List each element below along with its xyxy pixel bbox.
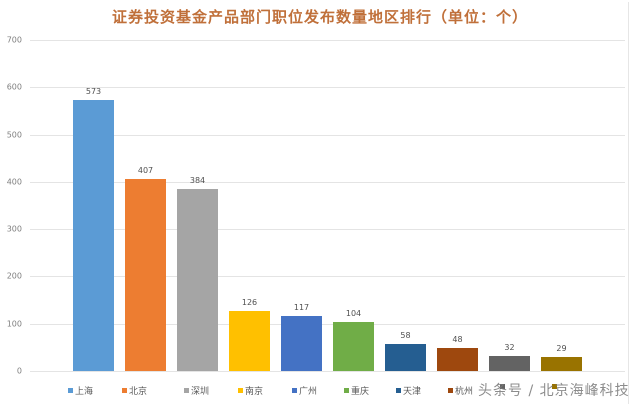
legend-item: 上海: [68, 384, 93, 397]
legend-label: 深圳: [191, 387, 210, 397]
watermark: 头条号 / 北京海峰科技: [478, 383, 630, 399]
data-label: 384: [189, 176, 206, 186]
legend-label: 天津: [403, 387, 422, 397]
legend-swatch-icon: [552, 384, 557, 389]
gridline: [30, 40, 625, 41]
legend-swatch-icon: [238, 388, 243, 393]
legend-item: 北京: [122, 384, 147, 397]
legend-label: 南京: [245, 387, 264, 397]
chart-title: 证券投资基金产品部门职位发布数量地区排行（单位：个）: [111, 8, 528, 26]
y-tick-label: 500: [6, 130, 22, 140]
y-tick-label: 600: [6, 82, 22, 92]
legend-item: 南京: [238, 384, 263, 397]
bar: [385, 343, 426, 371]
bar: [489, 355, 530, 371]
data-label: 29: [556, 344, 567, 354]
y-tick-label: 0: [16, 366, 22, 376]
legend-swatch-icon: [292, 388, 297, 393]
legend-swatch-icon: [68, 388, 73, 393]
legend-label: 广州: [299, 387, 318, 397]
legend-item: [552, 384, 559, 389]
legend-item: 广州: [292, 384, 317, 397]
legend-swatch-icon: [500, 384, 505, 389]
data-label: 104: [345, 308, 362, 318]
y-tick-label: 100: [6, 319, 22, 329]
data-label: 126: [241, 298, 258, 308]
gridline: [30, 323, 625, 325]
bar: [333, 321, 374, 371]
gridline: [30, 371, 625, 372]
gridline: [30, 276, 625, 278]
legend-swatch-icon: [448, 388, 453, 393]
y-tick-label: 200: [6, 271, 22, 281]
legend-swatch-icon: [396, 388, 401, 393]
data-label: 407: [137, 165, 154, 175]
plot-area: 0 100 200 300 400 500 600 700 573 407 384 126 117 104…: [7, 36, 625, 376]
gridline: [30, 229, 625, 231]
data-label: 32: [504, 342, 515, 352]
bar: [437, 348, 478, 371]
legend-item: 杭州: [448, 384, 473, 397]
legend-swatch-icon: [122, 388, 127, 393]
bar: [125, 178, 166, 371]
legend-label: 重庆: [351, 387, 370, 397]
legend-item: [500, 384, 507, 389]
legend-item: 天津: [396, 384, 421, 397]
bar: [73, 100, 114, 371]
legend-swatch-icon: [184, 388, 189, 393]
legend-item: 重庆: [344, 384, 369, 397]
legend-label: 杭州: [455, 387, 474, 397]
legend-item: 深圳: [184, 384, 209, 397]
bar: [281, 315, 322, 371]
bar: [541, 357, 582, 371]
y-tick-label: 400: [6, 177, 22, 187]
gridline: [30, 87, 625, 89]
data-label: 58: [400, 330, 411, 340]
data-label: 573: [85, 87, 102, 97]
bar: [177, 189, 218, 371]
y-tick-label: 300: [6, 224, 22, 234]
legend-swatch-icon: [344, 388, 349, 393]
gridline: [30, 134, 625, 136]
data-label: 48: [452, 335, 463, 345]
bar: [229, 311, 270, 371]
legend: 上海 北京 深圳 南京 广州 重庆 天津 杭州: [0, 384, 640, 400]
gridline: [30, 181, 625, 183]
y-tick-label: 700: [6, 35, 22, 45]
legend-label: 北京: [129, 387, 148, 397]
legend-label: 上海: [75, 387, 94, 397]
data-label: 117: [293, 302, 310, 312]
